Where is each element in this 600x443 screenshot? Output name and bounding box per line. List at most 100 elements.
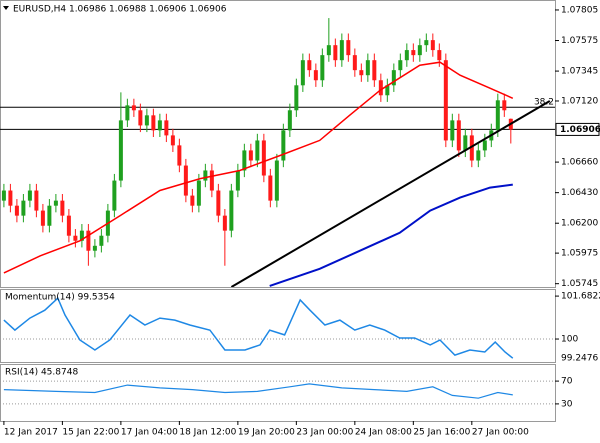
candle-body <box>53 200 58 206</box>
candle-body <box>196 180 201 206</box>
candle-body <box>183 165 188 196</box>
candle-body <box>450 120 455 141</box>
candle-body <box>86 230 91 251</box>
candle-body <box>209 170 214 191</box>
candle-body <box>476 150 481 161</box>
candle-body <box>138 110 143 126</box>
ma-slow <box>269 183 513 287</box>
main-plot <box>0 18 555 287</box>
candle-body <box>164 120 169 136</box>
main-panel <box>0 0 556 288</box>
candle-body <box>385 85 390 96</box>
candle-body <box>47 205 52 226</box>
candle-body <box>190 195 195 206</box>
candle-body <box>125 105 130 121</box>
candle-body <box>1 190 6 201</box>
menu-arrow <box>3 6 9 10</box>
y-tick-label: 1.07120 <box>561 96 598 106</box>
y-tick-label: 1.06660 <box>561 158 598 168</box>
candle-body <box>235 170 240 191</box>
candle-body <box>378 80 383 96</box>
candle-body <box>469 135 474 161</box>
candle-body <box>391 70 396 86</box>
candle-body <box>313 70 318 81</box>
candle-body <box>482 140 487 151</box>
ma-fast <box>3 61 514 274</box>
y-tick-label: 1.05975 <box>561 249 598 259</box>
x-tick-label: 18 Jan 12:00 <box>179 428 236 438</box>
candle-body <box>99 235 104 246</box>
fib-label: 38.2 <box>534 98 554 108</box>
momentum-plot <box>0 296 555 359</box>
y-tick-label: 1.06430 <box>561 188 598 198</box>
candle-body <box>495 100 500 131</box>
y-tick-label: 1.06200 <box>561 219 598 229</box>
candle-body <box>333 45 338 61</box>
candle-body <box>372 60 377 81</box>
y-tick-label: 1.05745 <box>561 279 598 289</box>
candle-body <box>463 135 468 151</box>
momentum-current: 99.2476 <box>561 354 598 364</box>
candle-body <box>73 235 78 241</box>
candle-body <box>307 60 312 71</box>
x-tick-label: 24 Jan 08:00 <box>355 428 412 438</box>
candle-body <box>229 190 234 231</box>
y-tick-label: 1.07575 <box>561 36 598 46</box>
rsi-line <box>3 383 513 399</box>
candle-body <box>261 140 266 176</box>
y-tick-label: 101.6822 <box>561 292 600 302</box>
x-tick-label: 19 Jan 20:00 <box>238 428 295 438</box>
candle-body <box>443 60 448 141</box>
candle-body <box>203 170 208 181</box>
momentum-panel <box>0 289 556 363</box>
y-tick-label: 100 <box>561 335 578 345</box>
candle-body <box>437 50 442 61</box>
momentum-line <box>3 296 514 359</box>
candle-body <box>424 40 429 46</box>
candle-body <box>274 160 279 201</box>
candle-body <box>40 210 45 226</box>
price-box <box>555 122 600 136</box>
candle-body <box>66 215 71 236</box>
x-tick-label: 17 Jan 04:00 <box>121 428 178 438</box>
price-label: 1.06906 <box>560 125 600 135</box>
candle-body <box>112 180 117 211</box>
rsi-plot <box>0 380 555 405</box>
candle-body <box>8 190 13 206</box>
candle-body <box>170 135 175 146</box>
candle-body <box>456 120 461 151</box>
y-tick-label: 70 <box>561 377 573 387</box>
candle-body <box>216 190 221 216</box>
candle-body <box>27 190 32 201</box>
candle-body <box>255 140 260 161</box>
candle-body <box>346 40 351 56</box>
rsi-title: RSI(14) 45.8748 <box>5 368 78 378</box>
candle-body <box>92 245 97 251</box>
candle-body <box>34 190 39 211</box>
candle-body <box>79 230 84 241</box>
candle-body <box>352 55 357 71</box>
momentum-title: Momentum(14) 99.5354 <box>5 293 115 303</box>
candle-body <box>502 100 507 111</box>
candle-body <box>281 130 286 161</box>
trendline <box>230 100 551 287</box>
candle-body <box>157 120 162 131</box>
candle-body <box>300 60 305 86</box>
candle-body <box>118 120 123 181</box>
y-tick-label: 1.07805 <box>561 5 598 15</box>
candle-body <box>320 55 325 81</box>
candle-body <box>430 40 435 51</box>
y-tick-label: 30 <box>561 399 573 409</box>
candle-body <box>287 110 292 131</box>
x-tick-label: 23 Jan 00:00 <box>296 428 353 438</box>
candle-body <box>222 215 227 231</box>
candle-body <box>131 105 136 111</box>
candle-body <box>398 60 403 71</box>
candle-body <box>248 150 253 161</box>
candle-body <box>14 205 19 216</box>
candle-body <box>242 150 247 171</box>
candle-body <box>21 200 26 216</box>
chart-title: EURUSD,H4 1.06986 1.06988 1.06906 1.0690… <box>13 5 227 15</box>
candle-body <box>411 50 416 56</box>
